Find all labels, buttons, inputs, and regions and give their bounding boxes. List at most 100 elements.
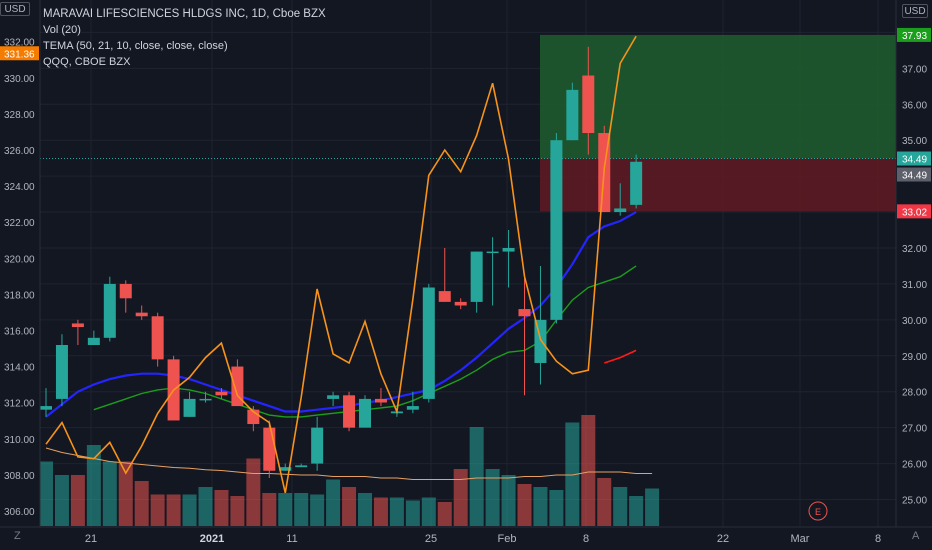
volume-bar <box>166 494 181 526</box>
volume-bar <box>262 493 277 526</box>
right-axis-tick-label: 29.00 <box>902 352 927 363</box>
candle-body <box>231 366 244 407</box>
candle <box>71 319 84 346</box>
volume-bar <box>70 475 85 526</box>
candle-body <box>119 283 132 299</box>
time-axis-tick-label: Mar <box>791 533 810 545</box>
candle <box>486 237 499 306</box>
price-label-bg <box>897 167 931 182</box>
left-axis-tick-label: 308.00 <box>4 471 35 482</box>
left-axis-currency-button[interactable]: USD <box>0 2 30 16</box>
candle <box>263 420 276 478</box>
candle <box>231 359 244 407</box>
compare-price-label-text: 331.36 <box>4 49 35 60</box>
candle-body <box>614 208 627 213</box>
volume-bar <box>485 469 500 526</box>
candle <box>295 463 308 468</box>
volume-bar <box>39 461 53 526</box>
volume-bar <box>437 502 452 526</box>
left-axis-tick-label: 314.00 <box>4 363 35 374</box>
candle-body <box>566 89 579 141</box>
earnings-marker: E <box>808 501 828 521</box>
right-axis-tick-label: 37.00 <box>902 64 927 75</box>
tema-indicator-label[interactable]: TEMA (50, 21, 10, close, close, close) <box>43 40 228 52</box>
volume-bar <box>389 497 404 526</box>
timezone-button[interactable]: Z <box>14 530 21 542</box>
price-label-bg <box>897 151 931 166</box>
time-axis-tick-label: Feb <box>498 533 517 545</box>
right-axis-tick-label: 35.00 <box>902 136 927 147</box>
chart-legend: MARAVAI LIFESCIENCES HLDGS INC, 1D, Cboe… <box>43 6 326 70</box>
left-axis-panel <box>0 0 40 550</box>
candle-body <box>103 283 116 338</box>
volume-bar <box>469 427 484 526</box>
compare-price-label-bg <box>0 46 39 61</box>
volume-bar <box>54 475 69 526</box>
volume-bar <box>102 461 117 526</box>
candle <box>422 283 435 403</box>
compare-price-label: 331.36 <box>0 46 39 61</box>
candle-body <box>295 465 308 468</box>
auto-scale-button[interactable]: A <box>912 530 920 542</box>
candle <box>343 391 356 432</box>
right-axis-currency-button[interactable]: USD <box>902 4 928 18</box>
left-axis-tick-label: 328.00 <box>4 110 35 121</box>
price-label-bg <box>897 27 931 42</box>
left-axis-tick-label: 322.00 <box>4 218 35 229</box>
candle <box>566 82 579 141</box>
candle-body <box>279 467 292 471</box>
right-axis-tick-label: 32.00 <box>902 244 927 255</box>
left-axis-tick-label: 316.00 <box>4 327 35 338</box>
right-axis-tick-label: 31.00 <box>902 280 927 291</box>
volume-bar <box>246 458 261 526</box>
symbol-title[interactable]: MARAVAI LIFESCIENCES HLDGS INC, 1D, Cboe… <box>43 8 326 20</box>
time-axis-tick-label: 8 <box>875 533 881 545</box>
right-axis-tick-label: 30.00 <box>902 316 927 327</box>
time-axis-tick-label: 11 <box>286 533 297 545</box>
candle-body <box>215 391 228 396</box>
candle <box>183 391 196 417</box>
volume-bar <box>533 487 548 526</box>
candle-body <box>534 319 547 363</box>
volume-bar <box>150 494 165 526</box>
earnings-marker-label: E <box>815 507 821 517</box>
candle <box>327 391 340 407</box>
candle-body <box>199 398 212 401</box>
volume-bar <box>629 496 644 526</box>
candle <box>502 230 515 288</box>
candle <box>135 305 148 320</box>
right-axis-tick-label: 25.00 <box>902 496 927 507</box>
candle-body <box>406 406 419 410</box>
time-axis-panel <box>0 527 932 550</box>
left-axis-tick-label: 330.00 <box>4 74 35 85</box>
left-axis-tick-label: 326.00 <box>4 146 35 157</box>
volume-bar <box>501 475 516 526</box>
candle-body <box>183 398 196 417</box>
grid <box>40 0 896 527</box>
volume-bar <box>294 493 309 526</box>
volume-indicator-label[interactable]: Vol (20) <box>43 24 81 36</box>
candle-body <box>502 247 515 252</box>
volume-bar <box>326 479 341 526</box>
left-axis-tick-label: 310.00 <box>4 435 35 446</box>
right-axis-tick-label: 26.00 <box>902 460 927 471</box>
volume-bar <box>198 487 213 526</box>
candle-body <box>71 323 84 328</box>
candle <box>215 388 228 399</box>
compare-symbol-label[interactable]: QQQ, CBOE BZX <box>43 56 131 68</box>
candle-body <box>311 427 324 464</box>
volume-bar <box>581 415 596 526</box>
candle <box>614 183 627 216</box>
volume-bar <box>182 494 197 526</box>
right-axis-tick-label: 36.00 <box>902 100 927 111</box>
candle <box>279 463 292 471</box>
price-label: 37.93 <box>897 27 931 42</box>
time-axis-tick-label: 21 <box>85 533 97 545</box>
candle <box>311 416 324 471</box>
candle-body <box>630 161 643 205</box>
left-axis-tick-label: 318.00 <box>4 290 35 301</box>
volume-bar <box>342 487 357 526</box>
candle <box>470 251 483 313</box>
volume-bar <box>214 490 229 526</box>
